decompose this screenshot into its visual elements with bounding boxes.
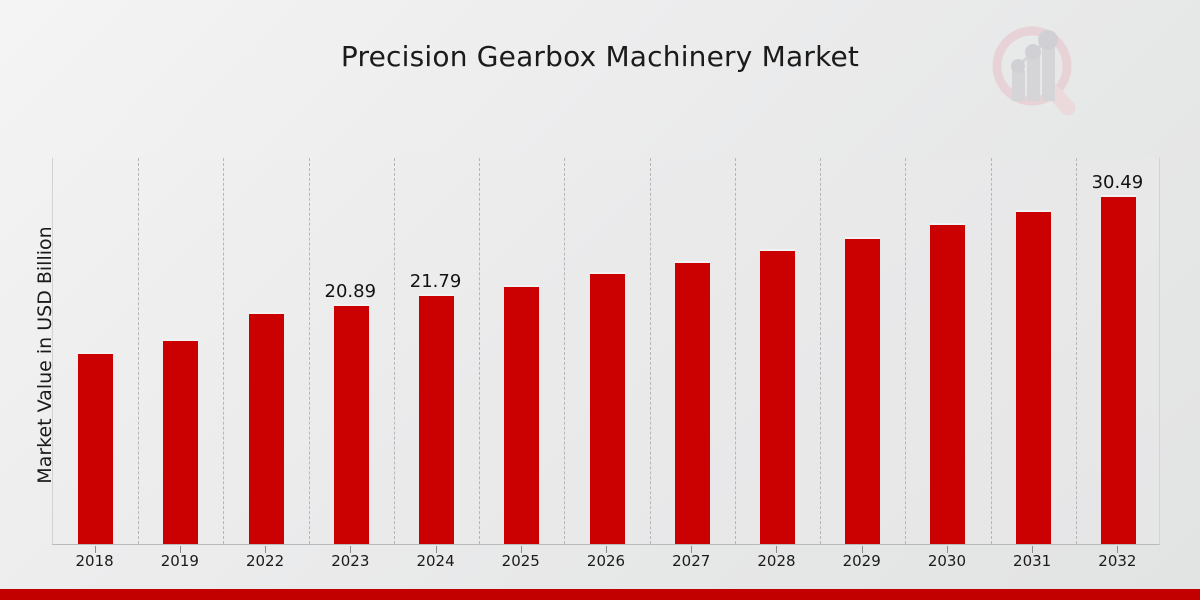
x-axis-tick-2031: [1032, 546, 1034, 553]
x-axis-label-2025: 2025: [501, 552, 540, 570]
plot-area: [52, 158, 1160, 545]
x-axis-tick-2019: [179, 546, 181, 553]
x-axis-tick-2023: [350, 546, 352, 553]
magnifier-bars-icon: [992, 26, 1076, 116]
gridline: [138, 158, 140, 544]
gridline: [734, 158, 736, 544]
x-axis-tick-2029: [861, 546, 863, 553]
gridline: [649, 158, 651, 544]
page-title: Precision Gearbox Machinery Market: [340, 40, 860, 73]
x-axis-label-2030: 2030: [927, 552, 967, 570]
gridline: [990, 158, 992, 544]
x-axis-label-2018: 2018: [75, 552, 114, 570]
bar-2027[interactable]: [674, 260, 710, 544]
bar-2022[interactable]: [248, 312, 284, 544]
x-axis-label-2026: 2026: [586, 552, 626, 570]
bar-2030[interactable]: [930, 223, 966, 544]
x-axis-label-2027: 2027: [672, 552, 711, 570]
bar-2019[interactable]: [163, 339, 199, 544]
x-axis-label-2029: 2029: [842, 552, 881, 570]
gridline: [393, 158, 395, 544]
gridline: [479, 158, 481, 544]
x-axis-tick-2030: [946, 546, 948, 553]
x-axis-label-2031: 2031: [1013, 552, 1052, 570]
x-axis-tick-2022: [265, 546, 267, 553]
x-axis-tick-2032: [1117, 546, 1119, 553]
x-axis-tick-2018: [94, 546, 96, 553]
bar-2024[interactable]: [419, 293, 455, 544]
gridline: [905, 158, 907, 544]
bar-value-label-2032: 30.49: [1091, 171, 1144, 193]
x-axis-label-2032: 2032: [1098, 552, 1137, 570]
bar-2025[interactable]: [504, 285, 540, 544]
x-axis-tick-2024: [435, 546, 437, 553]
x-axis-tick-2027: [691, 546, 693, 553]
bar-2018[interactable]: [78, 352, 114, 544]
x-axis-label-2019: 2019: [160, 552, 199, 570]
x-axis-tick-2025: [520, 546, 522, 553]
bar-2029[interactable]: [845, 237, 881, 544]
bar-2031[interactable]: [1015, 210, 1051, 544]
watermark-logo: [985, 22, 1090, 118]
gridline: [820, 158, 822, 544]
x-axis-label-2023: 2023: [331, 552, 370, 570]
bar-2028[interactable]: [759, 249, 795, 544]
gridline: [308, 158, 310, 544]
bar-2023[interactable]: [333, 304, 369, 544]
gridline: [223, 158, 225, 544]
gridline: [1075, 158, 1077, 544]
x-axis-tick-2026: [606, 546, 607, 553]
bar-2026[interactable]: [589, 272, 625, 544]
x-axis-label-2022: 2022: [245, 552, 285, 570]
bar-value-label-2023: 20.89: [324, 281, 377, 303]
bar-2032[interactable]: [1100, 194, 1136, 544]
x-axis-label-2028: 2028: [757, 552, 796, 570]
footer-stripe: [0, 589, 1200, 600]
x-axis-label-2024: 2024: [416, 552, 455, 570]
x-axis-tick-2028: [776, 546, 778, 553]
gridline: [564, 158, 566, 544]
bar-value-label-2024: 21.79: [409, 270, 462, 292]
